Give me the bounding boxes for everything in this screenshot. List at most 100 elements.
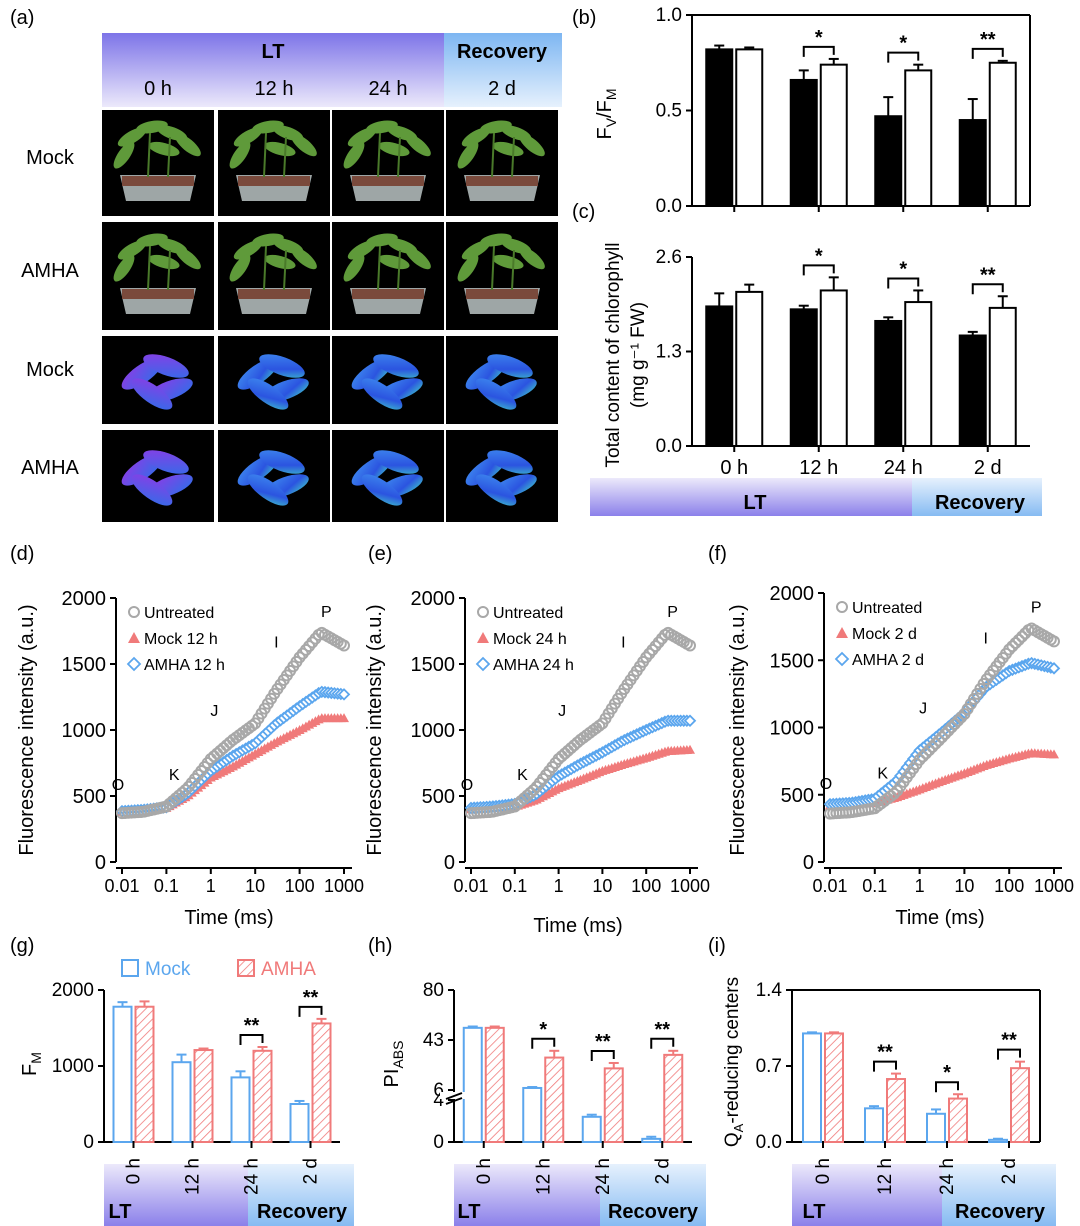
x-tick-label: 24 h [242, 1158, 263, 1195]
x-tick-label: 2 d [652, 1158, 673, 1184]
significance-label: * [815, 245, 823, 267]
leaf-fluorescence-shape [247, 474, 289, 506]
data-point [1048, 635, 1060, 648]
y-tick-label: 0.0 [756, 1132, 782, 1153]
bar-amha [311, 1022, 332, 1143]
bar-amha [824, 1032, 844, 1144]
data-point [339, 713, 349, 723]
bar-mock [789, 78, 818, 207]
ojip-label: J [558, 703, 566, 720]
chart-g: FM LT Recovery Mock AMHA 0 1000 2000 0 h 12 … [19, 959, 354, 1226]
significance-bracket [887, 277, 920, 289]
series-amha-24-h [464, 714, 697, 815]
panel-label-b: (b) [572, 7, 596, 29]
leaf-shape [175, 133, 201, 157]
x-tick-label: 100 [994, 876, 1024, 896]
leaf-shape [113, 141, 135, 169]
legend-marker [477, 606, 489, 618]
y-tick-label: 1.0 [656, 5, 682, 26]
column-label: 2 d [488, 78, 516, 100]
data-point [1009, 637, 1022, 650]
bar-mock [926, 1112, 946, 1144]
chart-h-band-lt: LT [458, 1201, 481, 1223]
ojip-label: K [169, 767, 180, 784]
significance-bracket [873, 1060, 897, 1072]
chart-b-ylabel: FV/FM [594, 88, 619, 139]
x-tick-label: 1000 [1034, 876, 1074, 896]
y-tick-label: 80 [423, 980, 444, 1001]
data-point [945, 721, 958, 734]
x-tick-label: 12 h [875, 1158, 896, 1195]
bar-amha [819, 289, 848, 448]
bar-mock [522, 1086, 543, 1144]
legend-label: AMHA 24 h [493, 657, 574, 674]
plant-photo [332, 430, 444, 522]
panel-label-d: (d) [10, 543, 34, 565]
data-point [179, 783, 192, 796]
chart-e-ylabel: Fluorescence intensity (a.u.) [364, 604, 386, 855]
data-point [923, 744, 936, 757]
x-tick-label: 0 h [124, 1158, 145, 1184]
leaf-fluorescence-shape [361, 378, 403, 410]
legend-marker [126, 656, 142, 672]
ojip-label: O [461, 777, 473, 794]
leaf-shape [492, 141, 524, 157]
x-tick-label: 10 [245, 876, 265, 896]
data-point [683, 714, 697, 728]
series-untreated [465, 626, 696, 820]
significance-label: ** [1001, 1030, 1017, 1052]
axis-break [445, 1092, 463, 1100]
y-tick-label: 2000 [62, 588, 107, 610]
ojip-label: I [274, 634, 278, 651]
chart-h: PIABS LT Recovery 0 46 43 80 0 h 12 h 24 h 2 d *… [381, 980, 706, 1226]
leaf-shape [405, 246, 431, 270]
chart-c-recovery-band [912, 478, 1042, 516]
leaf-shape [264, 254, 296, 270]
chart-d-xlabel: Time (ms) [184, 907, 273, 929]
legend-label: Mock 24 h [493, 631, 567, 648]
leaf-shape [457, 141, 479, 169]
row-label: AMHA [21, 260, 79, 282]
leaf-fluorescence-shape [475, 378, 517, 410]
plant-photo [102, 336, 214, 424]
legend-mock-swatch [121, 959, 139, 977]
plant-photo [332, 336, 444, 424]
row-label: AMHA [21, 457, 79, 479]
leaf-fluorescence-shape [259, 450, 305, 474]
significance-label: ** [877, 1042, 893, 1064]
legend-amha-swatch [237, 959, 255, 977]
series-mock-24-h [466, 744, 695, 814]
chart-i: QA-reducing centers LT Recovery 0.0 0.7 1.… [722, 977, 1056, 1226]
legend-marker [477, 632, 489, 643]
row-label: Mock [26, 359, 75, 381]
panel-label-e: (e) [368, 543, 392, 565]
y-tick-label: 1.4 [756, 980, 783, 1001]
significance-bracket [298, 1005, 323, 1017]
leaf-shape [343, 254, 365, 282]
x-tick-label: 0 h [813, 1158, 834, 1184]
panel-label-i: (i) [708, 935, 726, 957]
plant-photo [446, 110, 558, 216]
y-tick-label: 1000 [770, 718, 815, 740]
ojip-label: J [210, 703, 218, 720]
ojip-label: O [820, 776, 832, 793]
x-tick-label: 2 d [999, 1158, 1020, 1184]
chart-e: Fluorescence intensity (a.u.) Time (ms) … [364, 588, 710, 937]
legend-marker [128, 632, 140, 643]
significance-label: ** [303, 987, 319, 1009]
data-point [916, 750, 929, 763]
bar-mock [581, 1115, 602, 1144]
bar-amha [134, 1005, 155, 1143]
data-point [338, 639, 350, 652]
legend-marker [128, 606, 140, 618]
bar-amha [988, 61, 1017, 207]
x-tick-label: 1000 [670, 876, 710, 896]
data-point [246, 719, 259, 732]
chart-h-recovery-band [600, 1164, 706, 1226]
plant-photo [218, 430, 330, 522]
leaf-fluorescence-shape [373, 450, 419, 474]
leaf-shape [175, 246, 201, 270]
significance-bracket [971, 47, 1004, 59]
bar-amha [603, 1067, 624, 1144]
bar-mock [705, 305, 734, 447]
